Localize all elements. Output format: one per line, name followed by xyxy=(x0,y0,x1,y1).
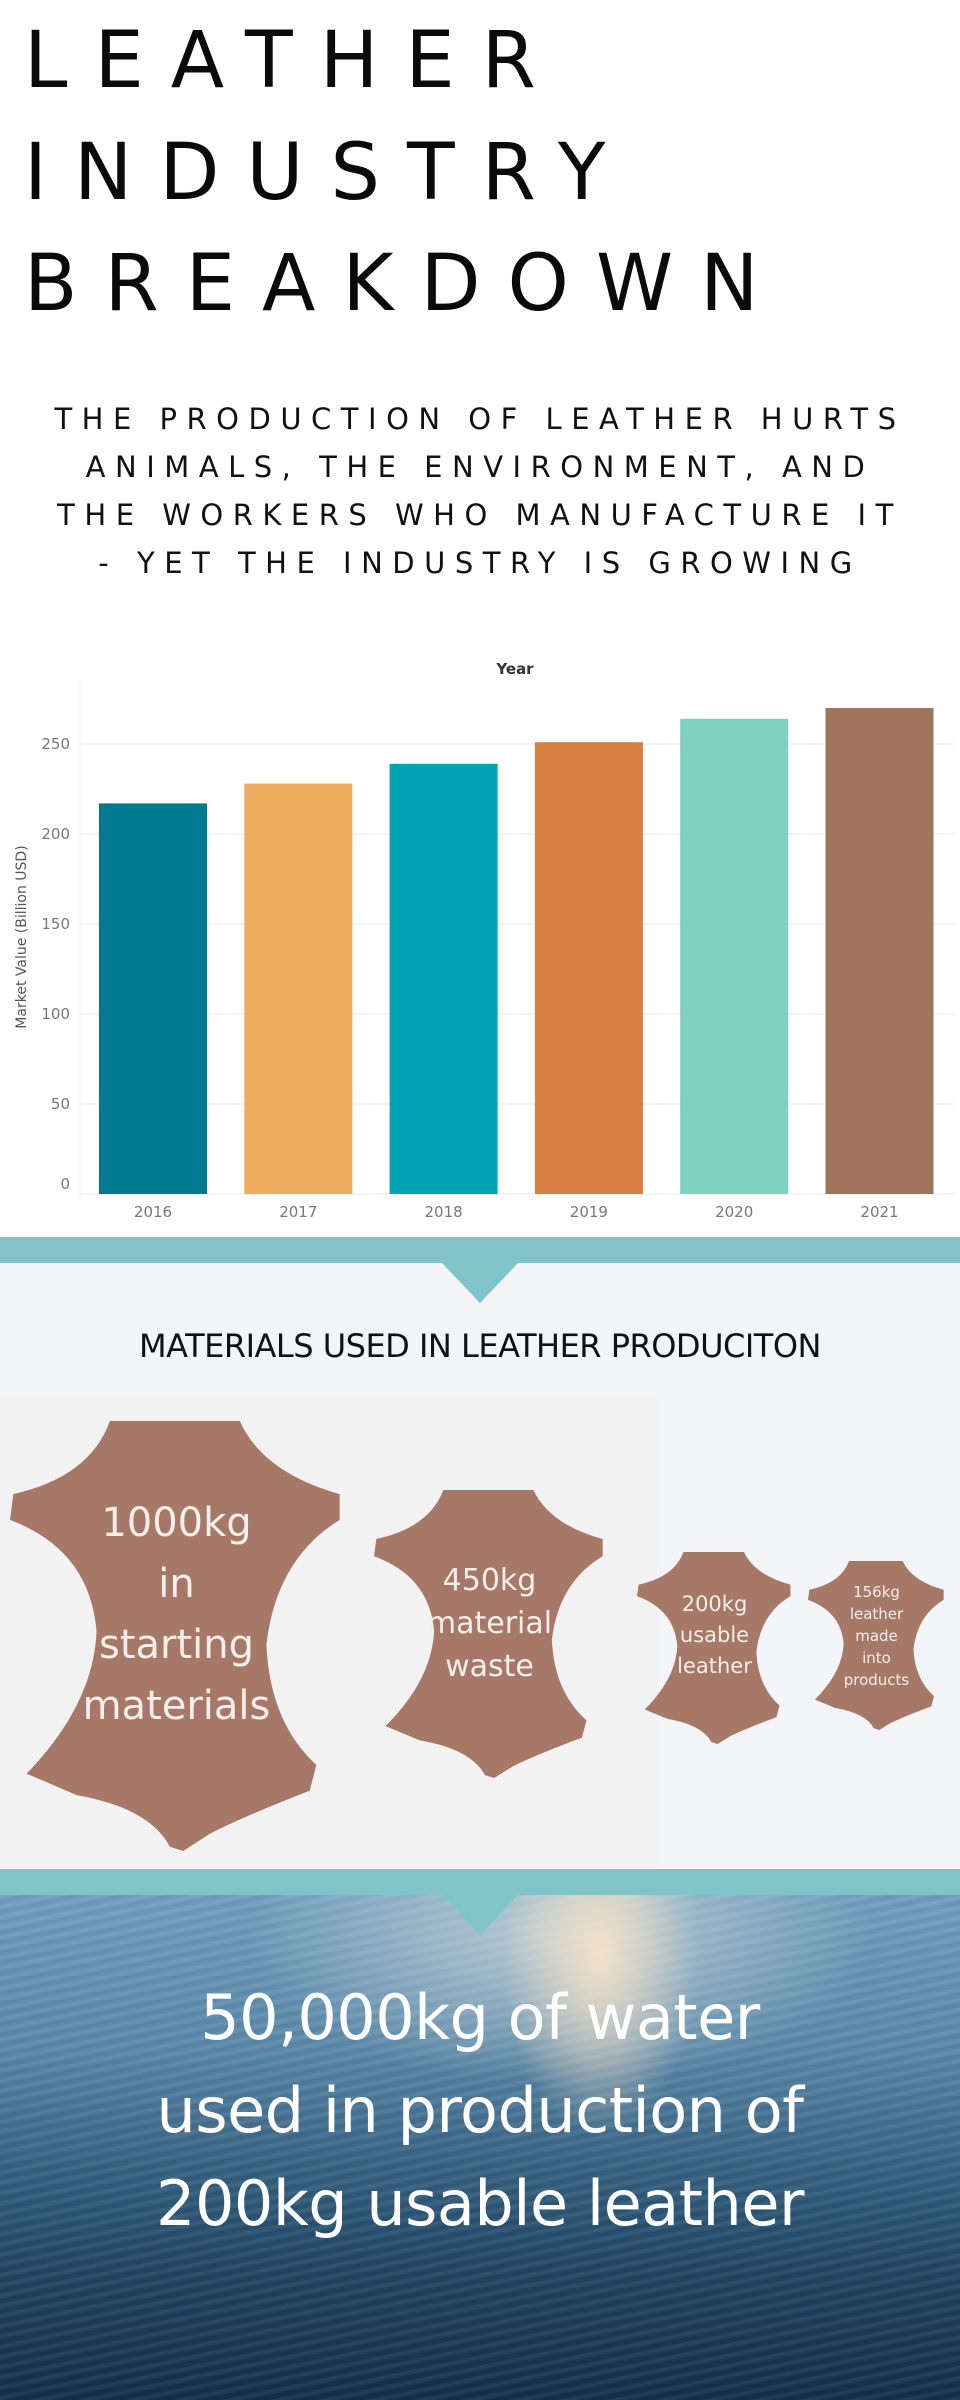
bar-2017 xyxy=(244,783,353,1194)
x-axis-ticks: 2016 2017 2018 2019 2020 2021 xyxy=(134,1203,899,1221)
y-axis-label: Market Value (Billion USD) xyxy=(14,845,30,1028)
water-stat-line-2: used in production of xyxy=(156,2074,804,2147)
y-tick-label: 200 xyxy=(41,825,70,843)
hide-label-line: 200kg xyxy=(681,1591,748,1616)
hide-label-line: leather xyxy=(677,1653,752,1678)
subtitle-line-4: - YET THE INDUSTRY IS GROWING xyxy=(98,546,862,580)
section-divider-band xyxy=(0,1869,960,1895)
y-tick-label: 250 xyxy=(41,735,70,753)
bar-2021 xyxy=(825,708,934,1194)
water-stat-line-3: 200kg usable leather xyxy=(156,2167,804,2240)
hide-label-line: into xyxy=(862,1648,891,1667)
y-tick-label: 100 xyxy=(41,1005,70,1023)
page-title-line-2: INDUSTRY xyxy=(24,128,633,218)
hide-usable-leather: 200kg usable leather xyxy=(637,1552,792,1744)
hide-label-line: 156kg xyxy=(853,1582,900,1601)
y-tick-label: 50 xyxy=(51,1095,70,1113)
hide-label-line: products xyxy=(843,1670,910,1689)
page-title-line-1: LEATHER xyxy=(24,16,563,106)
hide-label-line: starting xyxy=(98,1622,255,1668)
x-tick-label: 2018 xyxy=(425,1203,463,1221)
hide-starting-materials: 1000kg in starting materials xyxy=(10,1421,343,1851)
divider-arrow-icon xyxy=(442,1263,518,1303)
bar-2018 xyxy=(389,763,498,1194)
leather-hide-icon xyxy=(637,1552,791,1744)
hide-material-waste: 450kg material waste xyxy=(374,1490,605,1778)
leather-hide-icon xyxy=(10,1421,340,1851)
y-tick-label: 150 xyxy=(41,915,70,933)
hide-label-line: leather xyxy=(849,1604,904,1623)
water-background-image: 50,000kg of water used in production of … xyxy=(0,1895,960,2400)
water-stat-line-1: 50,000kg of water xyxy=(200,1981,760,2054)
x-tick-label: 2019 xyxy=(570,1203,608,1221)
bar-2016 xyxy=(99,803,207,1194)
materials-title: MATERIALS USED IN LEATHER PRODUCITON xyxy=(139,1327,821,1365)
hide-label-line: waste xyxy=(445,1648,534,1684)
hide-leather-products: 156kg leather made into products xyxy=(808,1561,945,1730)
bar-2019 xyxy=(534,742,643,1194)
hide-label-line: usable xyxy=(679,1622,750,1647)
page-title-line-3: BREAKDOWN xyxy=(24,239,786,329)
chart-title: Year xyxy=(495,660,534,678)
subtitle-line-2: ANIMALS, THE ENVIRONMENT, AND xyxy=(85,450,875,484)
hide-label-line: material xyxy=(426,1605,553,1641)
leather-hide-icon xyxy=(808,1561,944,1730)
hide-label-line: 1000kg xyxy=(101,1500,252,1546)
hide-label-line: in xyxy=(158,1561,195,1607)
chart-bars xyxy=(99,708,934,1194)
subtitle-line-1: THE PRODUCTION OF LEATHER HURTS xyxy=(54,402,906,436)
hide-label-line: 450kg xyxy=(442,1562,537,1598)
x-tick-label: 2021 xyxy=(860,1203,898,1221)
hide-label-line: materials xyxy=(82,1683,271,1729)
bar-2020 xyxy=(680,718,789,1194)
x-tick-label: 2016 xyxy=(134,1203,172,1221)
chart-gridlines xyxy=(79,680,955,1200)
section-divider-band xyxy=(0,1237,960,1263)
bar-chart: 0 50 100 150 200 250 2016 2017 2018 2019 2020 2021… xyxy=(14,660,955,1221)
hide-label-line: made xyxy=(855,1626,898,1645)
x-tick-label: 2020 xyxy=(715,1203,753,1221)
divider-arrow-icon xyxy=(442,1895,518,1935)
y-axis-ticks: 0 50 100 150 200 250 xyxy=(41,735,70,1193)
x-tick-label: 2017 xyxy=(279,1203,317,1221)
leather-hide-icon xyxy=(374,1490,603,1778)
y-tick-label: 0 xyxy=(60,1175,70,1193)
subtitle-line-3: THE WORKERS WHO MANUFACTURE IT xyxy=(57,498,903,532)
